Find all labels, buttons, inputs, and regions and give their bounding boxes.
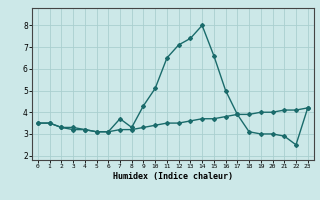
X-axis label: Humidex (Indice chaleur): Humidex (Indice chaleur)	[113, 172, 233, 181]
